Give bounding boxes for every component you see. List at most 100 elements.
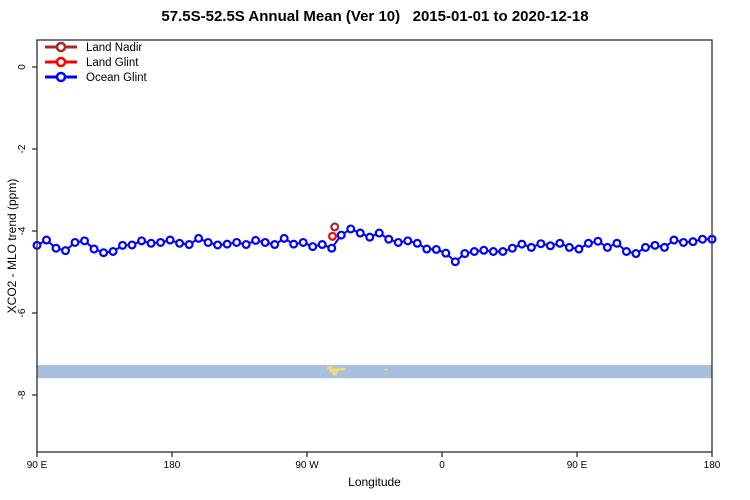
data-point-marker — [279, 233, 289, 243]
data-point-marker — [346, 224, 356, 234]
map-strip-land — [329, 368, 339, 373]
data-point-marker — [355, 228, 365, 238]
data-point-marker — [137, 236, 147, 246]
data-point-marker — [545, 241, 555, 251]
map-strip-land — [337, 367, 342, 371]
data-point-marker — [688, 237, 698, 247]
legend-label: Land Nadir — [86, 42, 142, 54]
data-point-marker — [118, 240, 128, 250]
data-point-marker — [526, 242, 536, 252]
data-point-marker — [203, 237, 213, 247]
data-point-marker — [328, 231, 338, 241]
data-point-marker — [640, 242, 650, 252]
data-point-marker — [574, 244, 584, 254]
data-point-marker — [650, 240, 660, 250]
data-point-marker — [374, 228, 384, 238]
map-strip-land — [332, 372, 337, 376]
series-ocean-glint — [32, 224, 717, 267]
legend-marker — [55, 71, 67, 83]
data-point-marker — [488, 247, 498, 257]
data-point-marker — [450, 257, 460, 267]
data-point-marker — [108, 247, 118, 257]
data-point-marker — [384, 234, 394, 244]
data-point-marker — [270, 240, 280, 250]
data-point-marker — [175, 238, 185, 248]
legend-item-land-glint: Land Glint — [45, 56, 139, 69]
data-point-marker — [99, 248, 109, 258]
data-point-marker — [184, 240, 194, 250]
data-point-marker — [669, 235, 679, 245]
map-strip — [37, 365, 712, 379]
x-tick-label: 90 E — [27, 460, 48, 471]
data-point-marker — [51, 243, 61, 253]
data-point-marker — [555, 238, 565, 248]
data-point-marker — [498, 247, 508, 257]
data-point-marker — [327, 243, 337, 253]
x-axis-ticks: 90 E 180 90 W 0 90 E 180 — [27, 452, 721, 471]
data-point-marker — [583, 238, 593, 248]
data-point-marker — [479, 245, 489, 255]
data-point-marker — [507, 243, 517, 253]
data-point-marker — [659, 242, 669, 252]
data-point-marker — [403, 236, 413, 246]
data-point-marker — [127, 240, 137, 250]
data-point-marker — [631, 249, 641, 259]
x-tick-label: 180 — [704, 460, 721, 471]
data-point-marker — [365, 232, 375, 242]
legend-marker — [55, 41, 67, 53]
y-tick-label: -2 — [17, 144, 28, 153]
y-tick-label: -6 — [17, 308, 28, 317]
data-point-marker — [308, 242, 318, 252]
x-tick-label: 90 E — [567, 460, 588, 471]
data-point-marker — [222, 239, 232, 249]
data-point-marker — [517, 239, 527, 249]
data-point-marker — [260, 237, 270, 247]
data-point-marker — [678, 237, 688, 247]
data-point-marker — [330, 222, 340, 232]
data-point-marker — [70, 237, 80, 247]
x-axis-title: Longitude — [348, 475, 401, 489]
chart-title: 57.5S-52.5S Annual Mean (Ver 10) 2015-01… — [161, 8, 589, 25]
y-tick-label: 0 — [17, 64, 28, 70]
data-point-marker — [336, 230, 346, 240]
data-point-marker — [194, 233, 204, 243]
y-axis-ticks: 0 -2 -4 -6 -8 — [17, 64, 37, 399]
series-land-nadir — [330, 222, 340, 232]
x-tick-label: 180 — [164, 460, 181, 471]
data-point-marker — [251, 235, 261, 245]
plot-box — [36, 39, 713, 453]
legend-label: Ocean Glint — [86, 72, 148, 84]
data-point-marker — [165, 235, 175, 245]
map-strip-ocean — [37, 365, 712, 379]
data-point-marker — [602, 242, 612, 252]
series-land-glint — [328, 231, 338, 241]
data-point-marker — [441, 248, 451, 258]
x-tick-label: 90 W — [295, 460, 319, 471]
data-point-marker — [80, 236, 90, 246]
data-point-marker — [146, 238, 156, 248]
map-strip-land — [340, 367, 346, 370]
data-point-marker — [393, 237, 403, 247]
data-point-marker — [697, 234, 707, 244]
data-point-marker — [469, 247, 479, 257]
legend-marker — [55, 56, 67, 68]
data-point-marker — [298, 237, 308, 247]
data-point-marker — [156, 237, 166, 247]
data-point-marker — [612, 238, 622, 248]
data-point-marker — [317, 240, 327, 250]
data-point-marker — [422, 244, 432, 254]
data-point-marker — [241, 240, 251, 250]
y-axis-title: XCO2 - MLO trend (ppm) — [5, 178, 19, 314]
data-point-marker — [213, 240, 223, 250]
legend: Land Nadir Land Glint Ocean Glint — [45, 41, 148, 84]
x-tick-label: 0 — [439, 460, 445, 471]
data-point-marker — [431, 244, 441, 254]
y-tick-label: -4 — [17, 226, 28, 235]
legend-label: Land Glint — [86, 57, 139, 69]
data-point-marker — [593, 236, 603, 246]
data-point-marker — [89, 244, 99, 254]
data-point-marker — [61, 246, 71, 256]
data-point-marker — [460, 249, 470, 259]
data-point-marker — [536, 239, 546, 249]
